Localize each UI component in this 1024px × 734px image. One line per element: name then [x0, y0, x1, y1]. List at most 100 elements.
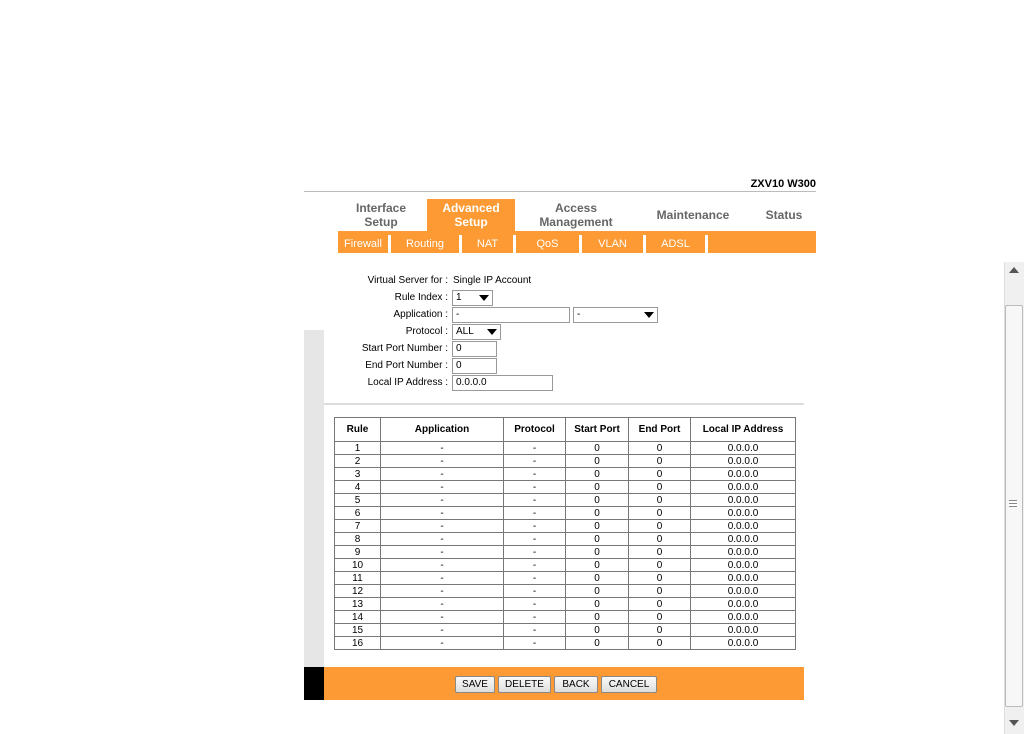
table-cell: -	[503, 506, 566, 520]
table-cell: 0	[565, 597, 629, 611]
table-cell: -	[380, 610, 504, 624]
table-row: 5- -0 0 0.0.0.0	[334, 493, 796, 507]
local-ip-input[interactable]: 0.0.0.0	[452, 375, 553, 391]
subtab-bar	[338, 231, 816, 253]
table-cell: -	[380, 545, 504, 559]
table-cell: 0	[565, 558, 629, 572]
table-cell: -	[380, 467, 504, 481]
table-cell: 12	[334, 584, 381, 598]
table-cell: -	[380, 571, 504, 585]
table-cell: 6	[334, 506, 381, 520]
table-cell: 0	[628, 623, 691, 637]
start-port-input[interactable]: 0	[452, 341, 497, 357]
virtual-server-label: Virtual Server for :	[367, 275, 448, 286]
table-cell: -	[503, 441, 566, 455]
table-row: 12- -0 0 0.0.0.0	[334, 584, 796, 598]
grip-icon	[1009, 500, 1017, 507]
table-cell: 0	[628, 571, 691, 585]
application-select-value: -	[577, 309, 581, 320]
table-cell: 0	[565, 584, 629, 598]
table-row: 15- -0 0 0.0.0.0	[334, 623, 796, 637]
subtab-firewall[interactable]: Firewall	[338, 235, 391, 253]
tab-advanced-setup[interactable]: Advanced Setup	[427, 199, 515, 231]
tab-status[interactable]: Status	[765, 208, 803, 222]
rule-index-label: Rule Index :	[394, 292, 448, 303]
table-row: 11- -0 0 0.0.0.0	[334, 571, 796, 585]
chevron-down-icon	[479, 295, 489, 301]
table-cell: -	[503, 623, 566, 637]
application-select[interactable]: -	[573, 307, 658, 323]
table-cell: 0.0.0.0	[690, 519, 796, 533]
subtab-nat[interactable]: NAT	[462, 235, 516, 253]
table-cell: -	[503, 545, 566, 559]
table-cell: 0	[628, 532, 691, 546]
table-row: 7- -0 0 0.0.0.0	[334, 519, 796, 533]
table-cell: -	[503, 480, 566, 494]
section-divider	[324, 403, 804, 405]
scroll-down-icon[interactable]	[1009, 720, 1019, 726]
delete-button[interactable]: DELETE	[498, 676, 551, 693]
table-cell: -	[380, 480, 504, 494]
table-cell: -	[503, 558, 566, 572]
table-cell: -	[380, 519, 504, 533]
subtab-vlan[interactable]: VLAN	[582, 235, 646, 253]
protocol-label: Protocol :	[405, 326, 448, 337]
table-cell: -	[380, 506, 504, 520]
protocol-value: ALL	[456, 326, 474, 337]
end-port-input[interactable]: 0	[452, 358, 497, 374]
table-cell: -	[503, 571, 566, 585]
table-cell: 0.0.0.0	[690, 597, 796, 611]
header-divider	[304, 191, 816, 192]
table-cell: 0	[628, 584, 691, 598]
protocol-select[interactable]: ALL	[452, 324, 501, 340]
scroll-up-icon[interactable]	[1009, 267, 1019, 273]
table-cell: 2	[334, 454, 381, 468]
column-header: Local IP Address	[690, 417, 796, 442]
table-cell: 0	[628, 558, 691, 572]
cancel-button[interactable]: CANCEL	[601, 676, 657, 693]
tab-access-management[interactable]: Access Management	[539, 201, 613, 229]
table-row: 2- -0 0 0.0.0.0	[334, 454, 796, 468]
rule-index-select[interactable]: 1	[452, 290, 493, 306]
table-cell: -	[380, 493, 504, 507]
application-input[interactable]: -	[452, 307, 570, 323]
table-cell: -	[380, 441, 504, 455]
table-cell: 0	[565, 610, 629, 624]
table-cell: 0	[565, 506, 629, 520]
back-button[interactable]: BACK	[554, 676, 598, 693]
table-cell: 0	[565, 480, 629, 494]
table-row: 10- -0 0 0.0.0.0	[334, 558, 796, 572]
left-black-block	[304, 667, 324, 700]
table-cell: 0	[565, 532, 629, 546]
subtab-qos[interactable]: QoS	[516, 235, 582, 253]
table-row: 16- -0 0 0.0.0.0	[334, 636, 796, 650]
column-header: Protocol	[503, 417, 566, 442]
virtual-server-value: Single IP Account	[453, 275, 532, 286]
subtab-routing[interactable]: Routing	[391, 235, 462, 253]
table-cell: 7	[334, 519, 381, 533]
tab-interface-setup[interactable]: Interface Setup	[355, 201, 407, 229]
table-cell: -	[380, 636, 504, 650]
end-port-label: End Port Number :	[365, 360, 448, 371]
table-cell: 0	[628, 545, 691, 559]
table-cell: 9	[334, 545, 381, 559]
table-cell: 0	[565, 636, 629, 650]
table-cell: 4	[334, 480, 381, 494]
table-cell: 0.0.0.0	[690, 571, 796, 585]
table-cell: -	[503, 519, 566, 533]
table-cell: 0	[565, 545, 629, 559]
subtab-adsl[interactable]: ADSL	[646, 235, 708, 253]
table-cell: 0.0.0.0	[690, 493, 796, 507]
table-cell: 15	[334, 623, 381, 637]
table-cell: -	[503, 584, 566, 598]
tab-maintenance[interactable]: Maintenance	[656, 208, 730, 222]
table-cell: -	[380, 597, 504, 611]
column-header: Application	[380, 417, 504, 442]
table-cell: 5	[334, 493, 381, 507]
table-row: 8- -0 0 0.0.0.0	[334, 532, 796, 546]
table-cell: 0.0.0.0	[690, 636, 796, 650]
table-cell: 0	[628, 506, 691, 520]
save-button[interactable]: SAVE	[455, 676, 495, 693]
table-row: 14- -0 0 0.0.0.0	[334, 610, 796, 624]
application-label: Application :	[393, 309, 448, 320]
